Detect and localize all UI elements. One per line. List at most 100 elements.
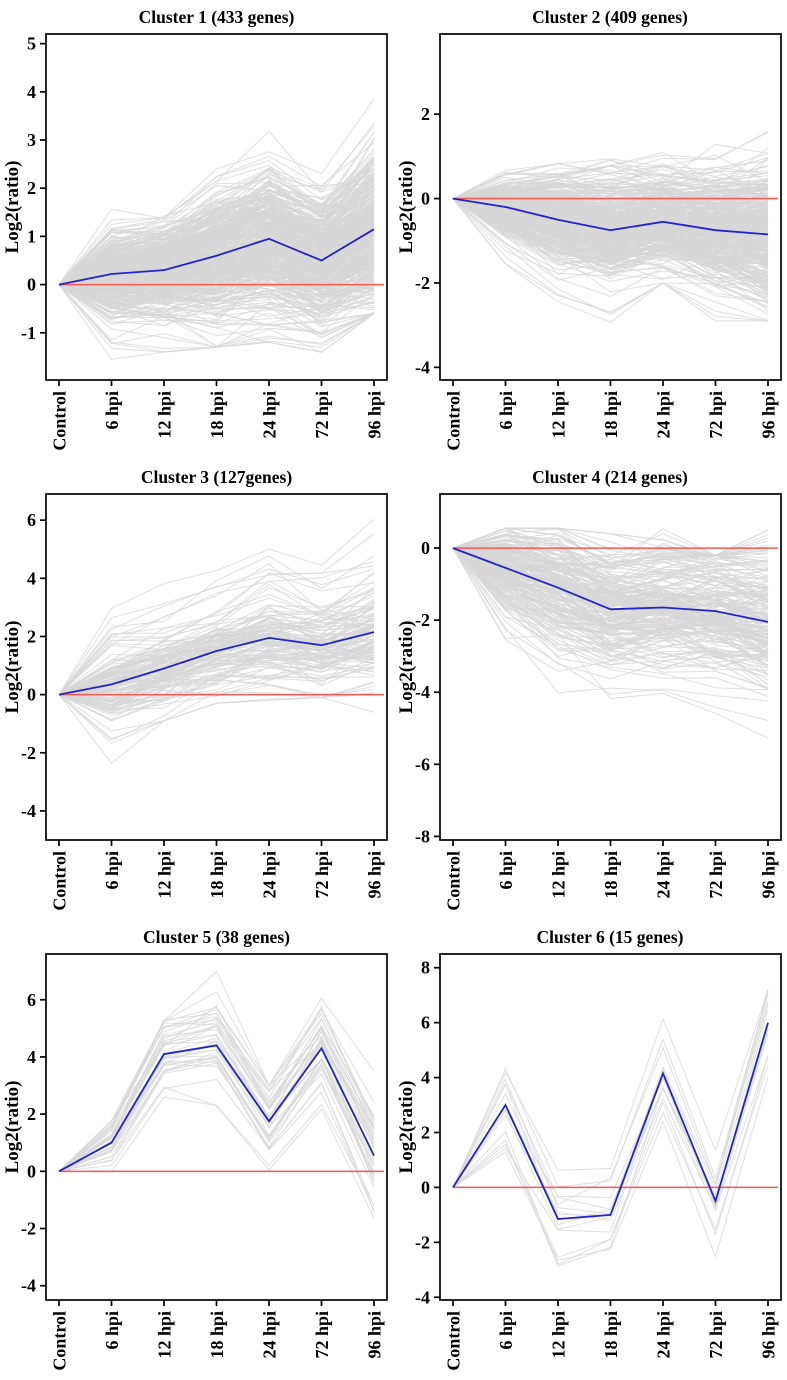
svg-text:24 hpi: 24 hpi [260,1311,280,1359]
svg-text:24 hpi: 24 hpi [260,851,280,899]
cluster-1-ylabel: Log2(ratio) [2,160,23,254]
svg-text:-4: -4 [21,801,36,821]
cluster-5-chart: -4 -2 0 2 4 6 Control 6 hpi 12 hpi 18 hpi 24 hpi 72… [21,953,388,1371]
cluster-2-panel: -4 -2 0 2 Control 6 hpi 12 hpi 18 hpi 24 hpi 72 h… [394,0,787,460]
svg-text:6 hpi: 6 hpi [102,391,122,430]
cluster-5-panel: -4 -2 0 2 4 6 Control 6 hpi 12 hpi 18 hpi 24 hpi 72… [0,920,393,1380]
cluster-6-panel: -4 -2 0 2 4 6 8 Control 6 hpi 12 hpi 18 hpi 24 hpi 7… [394,920,787,1380]
cluster-1-chart: -1 0 1 2 3 4 5 Control 6 hpi 12 hpi 18 hpi 24 hpi 72… [21,33,388,451]
svg-text:6: 6 [27,510,36,530]
svg-text:0: 0 [27,275,36,295]
svg-text:0: 0 [27,1161,36,1181]
svg-text:-2: -2 [415,1232,430,1252]
svg-text:8: 8 [421,958,430,978]
svg-text:72 hpi: 72 hpi [312,1311,332,1359]
svg-text:18 hpi: 18 hpi [601,1311,621,1359]
cluster-6-chart: -4 -2 0 2 4 6 8 Control 6 hpi 12 hpi 18 hpi 24 hpi 7… [415,953,782,1371]
svg-text:72 hpi: 72 hpi [706,851,726,899]
svg-text:Control: Control [50,851,70,911]
svg-text:6 hpi: 6 hpi [496,851,516,890]
svg-text:-2: -2 [21,1219,36,1239]
svg-text:-4: -4 [21,1276,36,1296]
svg-text:96 hpi: 96 hpi [365,1311,385,1359]
svg-text:6: 6 [27,990,36,1010]
svg-text:Control: Control [50,1311,70,1371]
svg-text:12 hpi: 12 hpi [548,391,568,439]
svg-text:4: 4 [421,1068,430,1088]
svg-text:Control: Control [50,391,70,451]
svg-text:18 hpi: 18 hpi [601,391,621,439]
svg-text:12 hpi: 12 hpi [155,1311,175,1359]
svg-text:6 hpi: 6 hpi [496,391,516,430]
svg-text:12 hpi: 12 hpi [155,391,175,439]
svg-text:-2: -2 [21,743,36,763]
svg-text:0: 0 [421,538,430,558]
svg-text:12 hpi: 12 hpi [155,851,175,899]
svg-text:Control: Control [443,1311,463,1371]
cluster-1-panel: -1 0 1 2 3 4 5 Control 6 hpi 12 hpi 18 hpi 24 hpi 72… [0,0,393,460]
cluster-3-ylabel: Log2(ratio) [2,620,23,714]
svg-text:6: 6 [421,1013,430,1033]
cluster-2-title: Cluster 2 (409 genes) [532,7,688,27]
svg-text:96 hpi: 96 hpi [758,851,778,899]
cluster-4-panel: -8 -6 -4 -2 0 Control 6 hpi 12 hpi 18 hpi 24 hpi 7… [394,460,787,920]
svg-text:1: 1 [27,226,36,246]
svg-text:24 hpi: 24 hpi [653,1311,673,1359]
svg-text:72 hpi: 72 hpi [706,391,726,439]
cluster-5-ylabel: Log2(ratio) [2,1080,23,1174]
svg-text:96 hpi: 96 hpi [365,391,385,439]
svg-text:18 hpi: 18 hpi [207,1311,227,1359]
cluster-6-title: Cluster 6 (15 genes) [536,927,684,947]
svg-text:18 hpi: 18 hpi [207,391,227,439]
svg-text:5: 5 [27,34,36,54]
svg-text:4: 4 [27,82,36,102]
svg-text:96 hpi: 96 hpi [365,851,385,899]
cluster-1-title: Cluster 1 (433 genes) [138,7,295,27]
cluster-2-chart: -4 -2 0 2 Control 6 hpi 12 hpi 18 hpi 24 hpi 72 h… [415,33,782,451]
cluster-2-ylabel: Log2(ratio) [395,160,417,254]
svg-text:-6: -6 [415,754,430,774]
cluster-6-ylabel: Log2(ratio) [395,1080,417,1174]
svg-text:-1: -1 [21,323,36,343]
svg-text:72 hpi: 72 hpi [312,851,332,899]
cluster-3-title: Cluster 3 (127genes) [140,467,293,487]
svg-text:6 hpi: 6 hpi [102,851,122,890]
svg-text:2: 2 [27,626,36,646]
svg-text:12 hpi: 12 hpi [548,1311,568,1359]
svg-text:3: 3 [27,130,36,150]
svg-text:2: 2 [421,1122,430,1142]
svg-text:-2: -2 [415,273,430,293]
svg-text:-4: -4 [415,682,430,702]
svg-text:0: 0 [421,1177,430,1197]
svg-text:96 hpi: 96 hpi [758,1311,778,1359]
svg-text:18 hpi: 18 hpi [601,851,621,899]
svg-text:2: 2 [27,1104,36,1124]
svg-text:4: 4 [27,568,36,588]
svg-text:72 hpi: 72 hpi [706,1311,726,1359]
svg-text:24 hpi: 24 hpi [260,391,280,439]
cluster-3-panel: -4 -2 0 2 4 6 Control 6 hpi 12 hpi 18 hpi 24 hpi 72… [0,460,393,920]
svg-text:6 hpi: 6 hpi [496,1311,516,1350]
svg-text:96 hpi: 96 hpi [758,391,778,439]
svg-text:24 hpi: 24 hpi [653,851,673,899]
svg-text:6 hpi: 6 hpi [102,1311,122,1350]
svg-text:0: 0 [421,189,430,209]
svg-text:4: 4 [27,1047,36,1067]
svg-text:Control: Control [443,851,463,911]
svg-text:2: 2 [421,104,430,124]
svg-text:0: 0 [27,685,36,705]
svg-text:-4: -4 [415,1287,430,1307]
svg-text:12 hpi: 12 hpi [548,851,568,899]
svg-text:-4: -4 [415,357,430,377]
cluster-3-chart: -4 -2 0 2 4 6 Control 6 hpi 12 hpi 18 hpi 24 hpi 72… [21,493,388,911]
svg-text:24 hpi: 24 hpi [653,391,673,439]
svg-text:-2: -2 [415,610,430,630]
cluster-5-title: Cluster 5 (38 genes) [143,927,290,947]
svg-text:18 hpi: 18 hpi [207,851,227,899]
svg-text:2: 2 [27,178,36,198]
svg-text:Control: Control [443,391,463,451]
cluster-4-chart: -8 -6 -4 -2 0 Control 6 hpi 12 hpi 18 hpi 24 hpi 7… [415,493,782,911]
svg-text:72 hpi: 72 hpi [312,391,332,439]
cluster-4-ylabel: Log2(ratio) [395,620,417,714]
